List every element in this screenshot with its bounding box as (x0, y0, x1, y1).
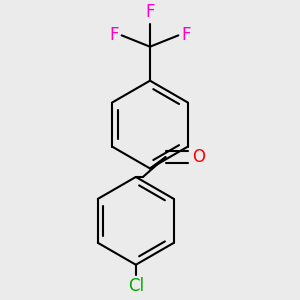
Text: F: F (181, 26, 190, 44)
Text: Cl: Cl (128, 278, 144, 296)
Text: F: F (110, 26, 119, 44)
Text: O: O (193, 148, 206, 166)
Text: F: F (145, 3, 155, 21)
